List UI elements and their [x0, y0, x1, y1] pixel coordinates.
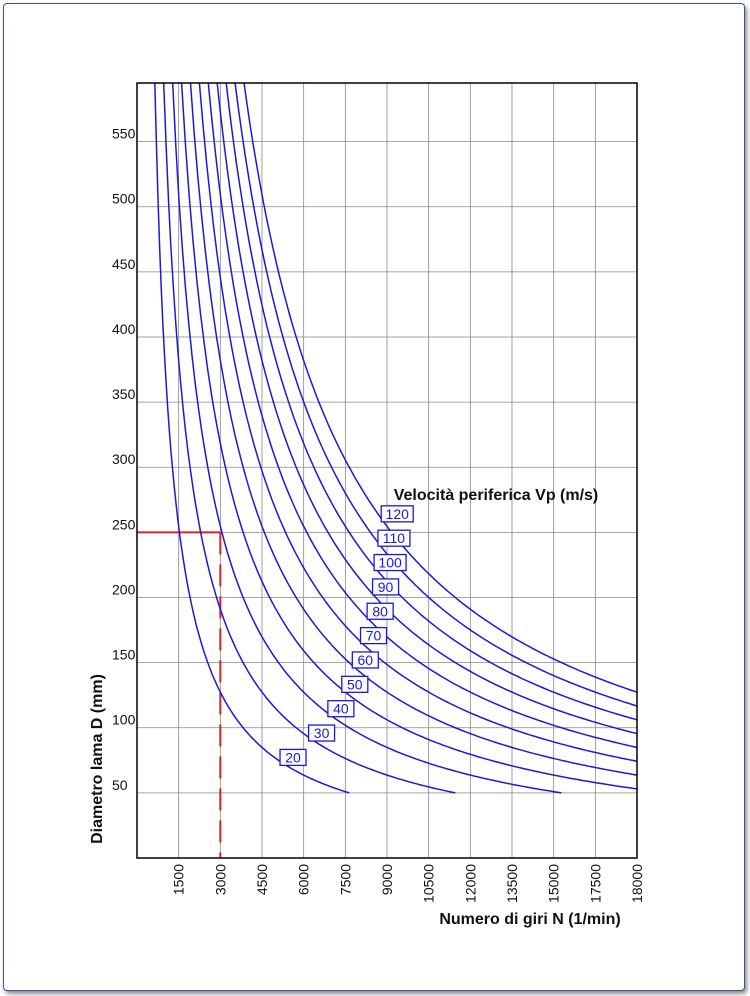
curve-vp-50: [180, 82, 638, 790]
curve-vp-90: [216, 82, 638, 735]
x-tick-label: 17500: [587, 864, 603, 903]
curve-vp-100: [225, 82, 638, 721]
x-tick-labels: 1500 3000 4500 6000 7500 9000 10500 12000 13500 1…: [171, 864, 645, 903]
curve-label-110: 110: [383, 530, 406, 546]
curve-label-box-80: [366, 602, 394, 620]
y-tick-label: 200: [112, 581, 136, 597]
curve-label-70: 70: [366, 628, 382, 644]
y-tick-label: 550: [112, 126, 136, 142]
curve-vp-40: [171, 82, 562, 794]
y-tick-label: 500: [112, 191, 136, 207]
x-tick-label: 7500: [337, 864, 353, 895]
y-tick-label: 400: [112, 321, 136, 337]
y-tick-label: 350: [112, 386, 136, 402]
y-tick-label: 300: [112, 451, 136, 467]
curve-label-box-30: [307, 724, 336, 742]
grid: [137, 83, 637, 858]
chart-frame: [3, 3, 745, 991]
x-tick-label: 12000: [462, 864, 478, 903]
x-tick-label: 1500: [171, 864, 187, 895]
curve-label-box-60: [351, 651, 379, 669]
y-tick-label: 150: [112, 647, 136, 663]
y-tick-label: 250: [112, 516, 136, 532]
velocity-curves: [154, 82, 638, 794]
curve-label-90: 90: [378, 579, 394, 595]
curve-label-box-20: [279, 748, 307, 767]
curve-label-box-40: [327, 700, 355, 718]
curve-label-60: 60: [358, 652, 374, 668]
x-tick-label: 3000: [212, 864, 228, 895]
x-tick-label: 13500: [504, 864, 520, 903]
x-tick-label: 18000: [629, 864, 645, 903]
curve-vp-80: [207, 82, 638, 749]
curve-vp-60: [189, 82, 638, 776]
curve-vp-110: [234, 82, 638, 707]
curve-label-120: 120: [386, 506, 410, 522]
x-axis-title: Numero di giri N (1/min): [439, 911, 620, 928]
curve-label-40: 40: [333, 701, 349, 717]
x-tick-label: 4500: [254, 864, 270, 895]
x-tick-label: 6000: [296, 864, 312, 895]
curve-vp-30: [162, 82, 456, 794]
curve-label-80: 80: [372, 603, 388, 619]
legend-title: Velocità periferica Vp (m/s): [394, 487, 599, 504]
curve-label-20: 20: [285, 749, 301, 765]
curve-label-box-90: [371, 578, 400, 596]
y-tick-label: 100: [112, 712, 136, 728]
curve-label-box-50: [341, 675, 369, 693]
y-tick-labels: 50 100 150 200 250 300 350 400 450 500 550: [112, 126, 136, 793]
curve-label-30: 30: [314, 725, 330, 741]
plot-border: [136, 82, 638, 859]
y-tick-label: 450: [112, 256, 136, 272]
curve-label-50: 50: [347, 676, 363, 692]
y-tick-label: 50: [112, 777, 128, 793]
curve-vp-120: [243, 82, 638, 693]
curve-label-box-120: [380, 505, 414, 523]
y-axis-title: Diametro lama D (mm): [89, 674, 106, 844]
x-tick-label: 10500: [421, 864, 437, 903]
curve-label-box-110: [377, 529, 411, 547]
x-tick-label: 9000: [379, 864, 395, 895]
curve-vp-70: [198, 82, 638, 763]
curve-label-box-70: [359, 626, 388, 645]
x-tick-label: 15000: [546, 864, 562, 903]
curve-label-box-100: [373, 553, 407, 572]
curve-label-100: 100: [378, 555, 402, 571]
curve-vp-20: [154, 82, 350, 794]
